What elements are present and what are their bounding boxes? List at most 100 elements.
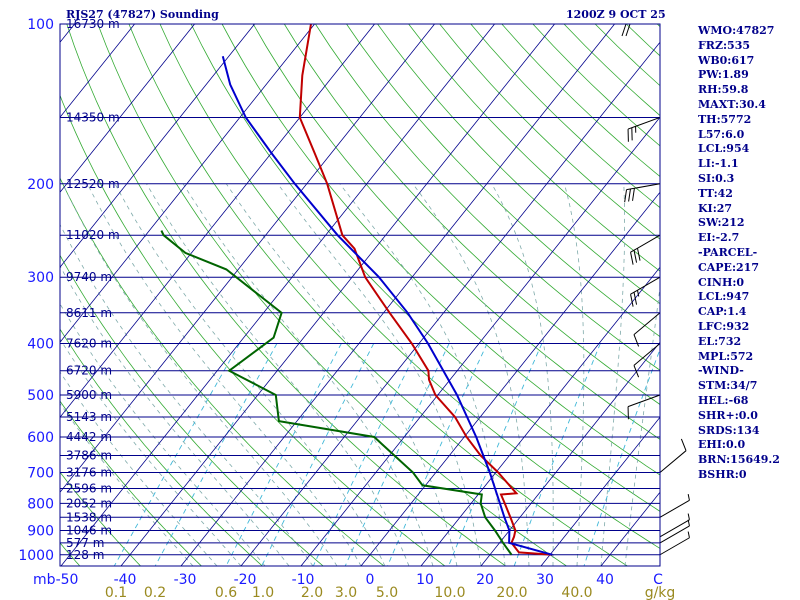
height-label: 2596 m xyxy=(66,481,112,495)
dry-adiabat-line xyxy=(128,24,628,566)
mixing-ratio-tick-label: 0.1 xyxy=(105,585,127,600)
index-entry: L57:6.0 xyxy=(698,127,745,141)
isotherm-line xyxy=(120,24,555,566)
mixing-ratio-line xyxy=(113,343,240,566)
isotherm-line xyxy=(60,24,435,493)
temperature-tick-label: -20 xyxy=(234,572,257,588)
sounding-time: 1200Z 9 OCT 25 xyxy=(566,8,666,21)
index-entry: SI:0.3 xyxy=(698,171,735,185)
sounding-series xyxy=(160,24,553,556)
isotherms xyxy=(60,24,660,566)
moist-adiabat-line xyxy=(491,183,554,566)
wind-barb xyxy=(659,519,690,544)
mixing-ratio-line xyxy=(312,343,421,566)
pressure-tick-label: 1000 xyxy=(18,548,54,564)
pressure-tick-label: 100 xyxy=(27,17,54,33)
temperature-tick-label: -40 xyxy=(114,572,137,588)
isotherm-line xyxy=(300,116,660,566)
index-entry: PW:1.89 xyxy=(698,68,749,82)
dry-adiabats xyxy=(0,24,660,566)
moist-adiabat-line xyxy=(60,223,314,566)
mixing-ratio-tick-label: 0.6 xyxy=(215,585,237,600)
dry-adiabat-line xyxy=(190,24,660,512)
moist-adiabat-line xyxy=(114,183,386,566)
dry-adiabat-line xyxy=(346,24,660,338)
dry-adiabat-line xyxy=(377,24,660,305)
wind-barb xyxy=(659,531,690,556)
moist-adiabat-line xyxy=(412,183,530,566)
mixing-ratio-tick-label: 2.0 xyxy=(301,585,323,600)
temperature-tick-label: 40 xyxy=(596,572,614,588)
dry-adiabat-line xyxy=(60,471,141,566)
height-label: 1046 m xyxy=(66,523,112,537)
index-entry: KI:27 xyxy=(698,201,733,215)
index-entry: EL:732 xyxy=(698,334,742,348)
wind-barb xyxy=(630,276,661,307)
pressure-tick-label: 200 xyxy=(27,177,54,193)
index-entry: WMO:47827 xyxy=(698,24,775,37)
mixing-ratio-tick-label: 40.0 xyxy=(561,585,592,600)
height-label: 9740 m xyxy=(66,270,112,284)
mixing-ratio-lines xyxy=(113,343,660,566)
height-label: 5143 m xyxy=(66,410,112,424)
moist-adiabats xyxy=(60,183,660,566)
isobars xyxy=(60,24,660,566)
isotherm-line xyxy=(360,191,660,566)
wind-barb xyxy=(659,438,687,473)
height-label: 5900 m xyxy=(66,388,112,402)
index-entry: CAP:1.4 xyxy=(698,305,747,319)
index-entry: -WIND- xyxy=(698,364,744,378)
dry-adiabat-line xyxy=(60,94,446,566)
height-label: 3176 m xyxy=(66,466,112,480)
mixing-ratio-line xyxy=(261,343,375,566)
moist-adiabat-line xyxy=(277,183,482,566)
mixing-ratio-line xyxy=(154,343,278,566)
pressure-tick-label: 400 xyxy=(27,337,54,353)
index-entry: BRN:15649.2 xyxy=(698,453,780,467)
index-entry: LCL:954 xyxy=(698,142,750,156)
dry-adiabat-line xyxy=(315,24,660,371)
index-entry: SW:212 xyxy=(698,216,745,230)
temperature-tick-label: 0 xyxy=(366,572,375,588)
moist-adiabat-line xyxy=(62,183,338,566)
mixing-ratio-tick-label: 1.0 xyxy=(252,585,274,600)
pressure-tick-label: 600 xyxy=(27,430,54,446)
dry-adiabat-line xyxy=(0,24,19,566)
dry-adiabat-line xyxy=(66,24,506,566)
isotherm-line xyxy=(60,24,135,118)
moist-adiabat-line xyxy=(87,183,362,566)
moist-adiabat-line xyxy=(146,183,410,566)
moist-adiabat-line xyxy=(600,183,625,566)
height-label: 2052 m xyxy=(66,496,112,510)
moist-adiabat-line xyxy=(564,183,585,566)
parcel-line xyxy=(221,55,553,556)
pressure-unit-label: mb xyxy=(33,572,56,588)
moist-adiabat-line xyxy=(339,183,506,566)
temperature-tick-label: 10 xyxy=(416,572,434,588)
index-entry: SRDS:134 xyxy=(698,423,760,437)
isotherm-line xyxy=(240,41,660,566)
height-label: 7620 m xyxy=(66,337,112,351)
height-label: 1538 m xyxy=(66,510,112,524)
plot-frame xyxy=(59,23,661,567)
wind-barb xyxy=(633,343,661,378)
temperature-tick-label: 30 xyxy=(536,572,554,588)
height-label: 14350 m xyxy=(66,110,120,124)
isotherm-line xyxy=(60,24,375,418)
height-label: 128 m xyxy=(66,548,104,562)
isotherm-line xyxy=(180,24,615,566)
pressure-tick-label: 700 xyxy=(27,466,54,482)
wind-barb xyxy=(659,513,690,538)
pressure-tick-label: 800 xyxy=(27,496,54,512)
dry-adiabat-line xyxy=(97,24,567,566)
index-entry: LCL:947 xyxy=(698,290,750,304)
index-entry: -PARCEL- xyxy=(698,245,758,259)
mixing-ratio-tick-label: 5.0 xyxy=(376,585,398,600)
temperature-tick-label: -30 xyxy=(174,572,197,588)
temperature-tick-label: 20 xyxy=(476,572,494,588)
mixing-ratio-line xyxy=(344,343,450,566)
index-entry: WB0:617 xyxy=(698,53,755,67)
index-entry: TT:42 xyxy=(698,186,733,200)
